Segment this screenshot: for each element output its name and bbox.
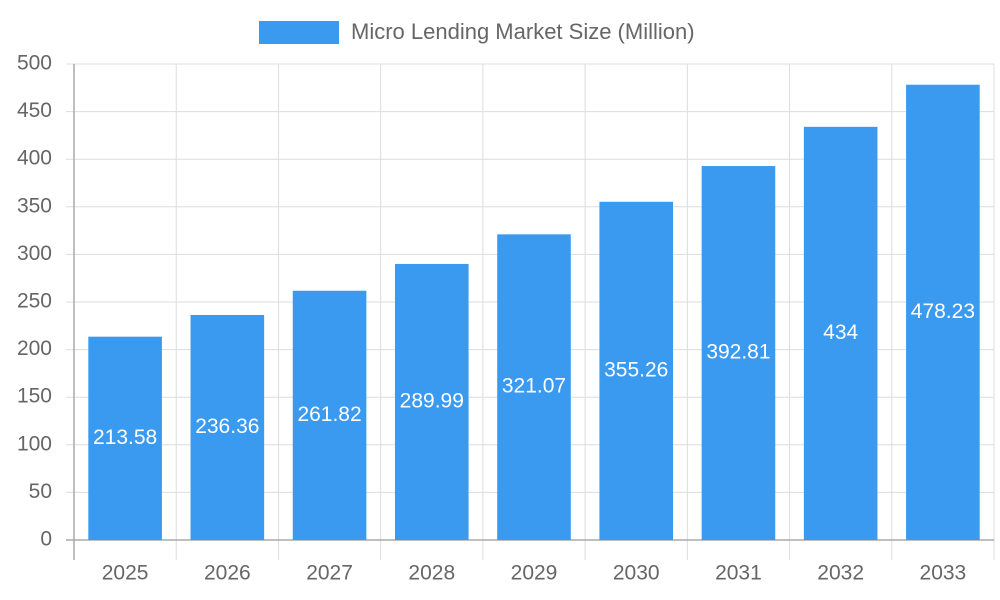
y-tick-label: 100: [17, 432, 52, 455]
bar: [190, 314, 265, 540]
value-label: 434: [823, 321, 858, 344]
bar: [88, 336, 162, 540]
y-tick-label: 500: [17, 52, 52, 75]
legend: Micro Lending Market Size (Million): [259, 19, 695, 44]
value-label: 289.99: [400, 390, 464, 413]
x-tick-label: 2029: [511, 562, 558, 585]
value-label: 355.26: [604, 358, 668, 381]
y-tick-label: 300: [17, 242, 52, 265]
x-tick-label: 2028: [408, 562, 455, 585]
x-tick-label: 2031: [715, 562, 762, 585]
bar: [701, 166, 776, 541]
y-tick-label: 350: [17, 194, 52, 217]
value-label: 261.82: [297, 403, 361, 426]
value-label: 321.07: [502, 375, 566, 398]
value-label: 213.58: [93, 426, 157, 449]
y-tick-label: 200: [17, 337, 52, 360]
y-tick-label: 450: [17, 99, 52, 122]
x-tick-label: 2033: [920, 562, 967, 585]
y-tick-label: 400: [17, 147, 52, 170]
legend-label: Micro Lending Market Size (Million): [351, 19, 695, 44]
x-tick-label: 2025: [102, 562, 149, 585]
y-tick-label: 50: [29, 480, 52, 503]
x-tick-label: 2030: [613, 562, 660, 585]
x-tick-label: 2027: [306, 562, 353, 585]
value-label: 392.81: [706, 341, 770, 364]
bar: [292, 290, 367, 540]
bar: [394, 263, 469, 540]
bar: [803, 126, 878, 540]
value-label: 478.23: [911, 300, 975, 323]
bar: [906, 84, 980, 540]
y-tick-label: 0: [40, 528, 52, 551]
bar: [599, 201, 674, 540]
bar: [497, 234, 571, 540]
value-label: 236.36: [195, 415, 259, 438]
x-tick-label: 2032: [817, 562, 864, 585]
legend-swatch: [259, 21, 339, 44]
y-tick-label: 150: [17, 385, 52, 408]
y-tick-label: 250: [17, 290, 52, 313]
x-tick-label: 2026: [204, 562, 251, 585]
